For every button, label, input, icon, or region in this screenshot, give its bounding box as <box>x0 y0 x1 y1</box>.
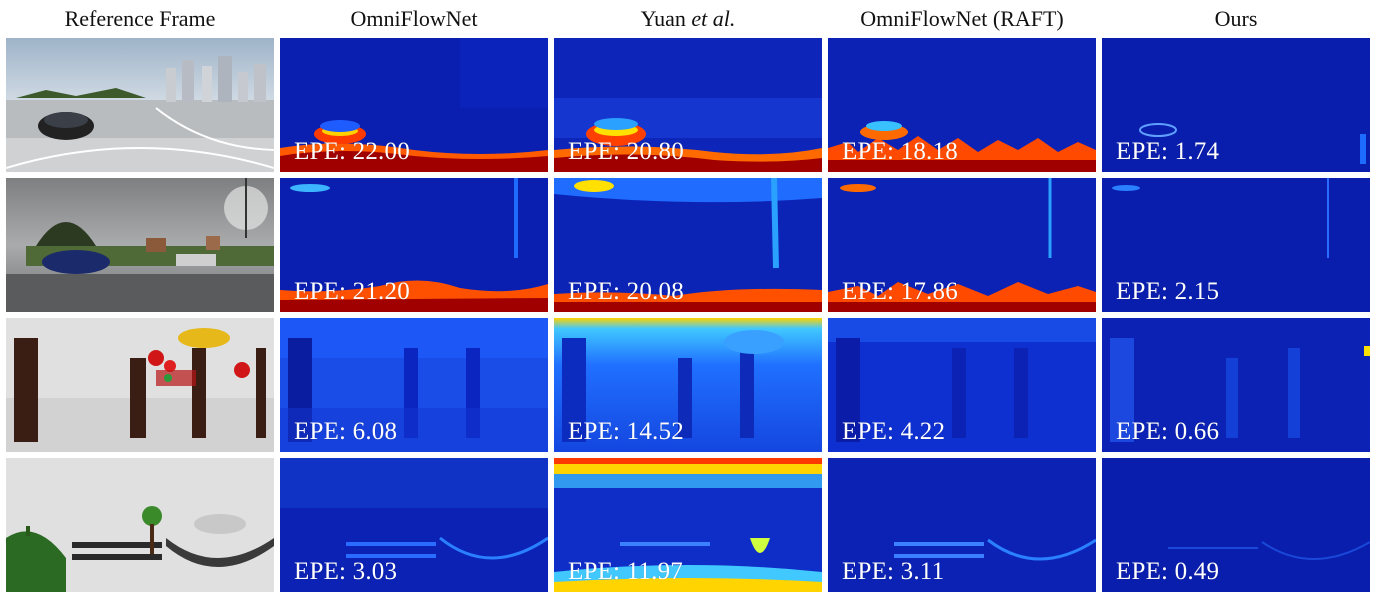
cartoon-fence-image <box>6 458 274 592</box>
ours-result-row3: EPE: 0.66 <box>1102 318 1370 452</box>
flow-error-map <box>1102 318 1370 452</box>
yuan-result-row1: EPE: 20.80 <box>554 38 822 172</box>
flow-error-map <box>280 178 548 312</box>
cartoon-forest-image <box>6 318 274 452</box>
omniflownet-result-row4: EPE: 3.03 <box>280 458 548 592</box>
ours-result-row2: EPE: 2.15 <box>1102 178 1370 312</box>
column-title-yuan: Yuan et al. <box>640 6 736 31</box>
omniflownet-raft-result-row3: EPE: 4.22 <box>828 318 1096 452</box>
flow-error-map <box>1102 178 1370 312</box>
epe-label: EPE: 2.15 <box>1116 278 1220 305</box>
flow-error-map <box>1102 38 1370 172</box>
yuan-result-row3: EPE: 14.52 <box>554 318 822 452</box>
epe-label: EPE: 0.49 <box>1116 558 1220 585</box>
epe-label: EPE: 3.03 <box>294 558 398 585</box>
epe-label: EPE: 11.97 <box>568 558 683 585</box>
reference-frame-row2 <box>6 178 274 312</box>
epe-label: EPE: 6.08 <box>294 418 398 445</box>
epe-label: EPE: 21.20 <box>294 278 410 305</box>
reference-frame-row4 <box>6 458 274 592</box>
epe-label: EPE: 22.00 <box>294 138 410 165</box>
epe-label: EPE: 18.18 <box>842 138 958 165</box>
flow-error-map <box>1102 458 1370 592</box>
omniflownet-raft-result-row1: EPE: 18.18 <box>828 38 1096 172</box>
omniflownet-raft-result-row2: EPE: 17.86 <box>828 178 1096 312</box>
ours-result-row1: EPE: 1.74 <box>1102 38 1370 172</box>
flow-error-map <box>280 318 548 452</box>
reference-frame-row3 <box>6 318 274 452</box>
flow-error-map <box>280 458 548 592</box>
omniflownet-raft-result-row4: EPE: 3.11 <box>828 458 1096 592</box>
flow-error-map <box>554 318 822 452</box>
column-header-row: Reference Frame OmniFlowNet Yuan et al. … <box>0 0 1376 36</box>
epe-label: EPE: 0.66 <box>1116 418 1220 445</box>
flow-error-map <box>828 178 1096 312</box>
flow-error-map <box>554 458 822 592</box>
column-title-ours: Ours <box>1214 6 1258 31</box>
omniflownet-result-row1: EPE: 22.00 <box>280 38 548 172</box>
column-title-omniflownet: OmniFlowNet <box>350 6 478 31</box>
flow-error-map <box>828 38 1096 172</box>
epe-label: EPE: 20.80 <box>568 138 684 165</box>
ours-result-row4: EPE: 0.49 <box>1102 458 1370 592</box>
flow-error-map <box>554 38 822 172</box>
yuan-result-row4: EPE: 11.97 <box>554 458 822 592</box>
epe-label: EPE: 1.74 <box>1116 138 1220 165</box>
omniflownet-result-row2: EPE: 21.20 <box>280 178 548 312</box>
flow-error-map <box>554 178 822 312</box>
yuan-result-row2: EPE: 20.08 <box>554 178 822 312</box>
reference-frame-row1 <box>6 38 274 172</box>
epe-label: EPE: 20.08 <box>568 278 684 305</box>
flow-error-map <box>280 38 548 172</box>
epe-label: EPE: 3.11 <box>842 558 945 585</box>
column-title-reference: Reference Frame <box>64 6 216 31</box>
epe-label: EPE: 14.52 <box>568 418 684 445</box>
flow-error-map <box>828 318 1096 452</box>
street-city-image <box>6 38 274 172</box>
epe-label: EPE: 17.86 <box>842 278 958 305</box>
omniflownet-result-row3: EPE: 6.08 <box>280 318 548 452</box>
suburb-car-image <box>6 178 274 312</box>
column-title-omniflownet-raft: OmniFlowNet (RAFT) <box>860 6 1064 31</box>
flow-error-map <box>828 458 1096 592</box>
epe-label: EPE: 4.22 <box>842 418 946 445</box>
